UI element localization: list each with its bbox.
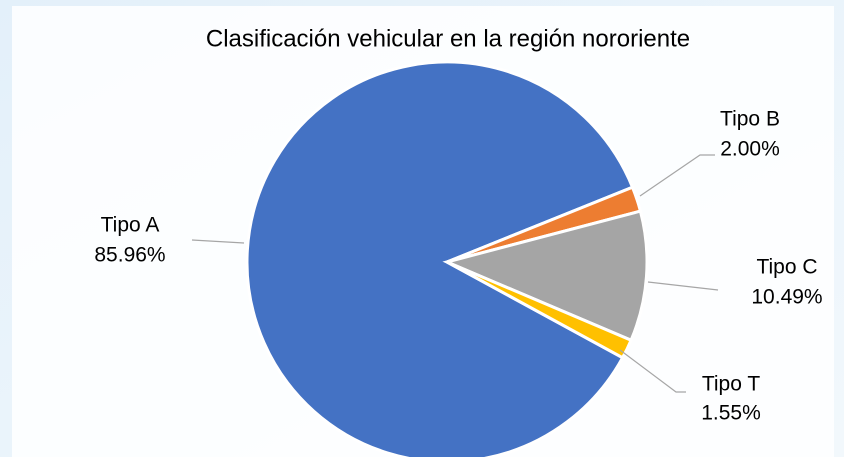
slice-label: Tipo B xyxy=(720,108,780,131)
chart-title: Clasificación vehicular en la región nor… xyxy=(206,25,690,52)
slice-label: Tipo T xyxy=(702,373,761,396)
pie-slice xyxy=(446,260,634,360)
slice-value-label: 2.00% xyxy=(720,138,780,161)
pie-slice xyxy=(245,60,635,457)
leader-line xyxy=(639,154,715,197)
leader-line xyxy=(647,281,719,291)
slice-label: Tipo A xyxy=(101,214,160,237)
slice-value-label: 1.55% xyxy=(701,402,761,425)
pie-slice xyxy=(442,209,649,343)
slice-value-label: 10.49% xyxy=(751,286,822,309)
slice-value-label: 85.96% xyxy=(94,244,165,267)
leader-line xyxy=(619,349,686,393)
leader-line xyxy=(191,239,245,244)
slice-label: Tipo C xyxy=(756,256,817,279)
